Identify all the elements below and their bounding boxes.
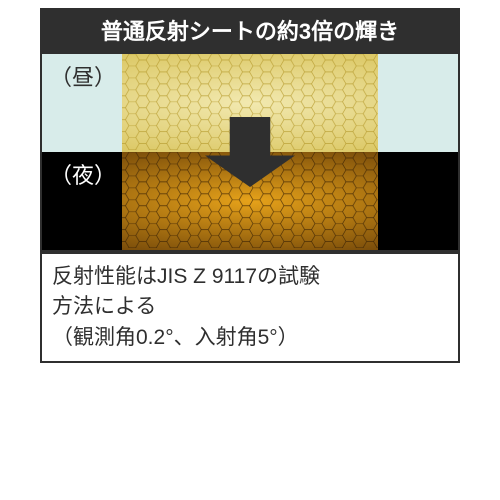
sample-day: （昼） xyxy=(42,54,458,152)
sample-day-center xyxy=(122,54,378,152)
sample-night-hex-icon xyxy=(122,152,378,248)
footer-line-1: 反射性能はJIS Z 9117の試験 xyxy=(52,262,448,292)
header-banner: 普通反射シートの約3倍の輝き xyxy=(40,8,460,52)
sample-night: （夜） xyxy=(42,152,458,250)
sample-day-hex-icon xyxy=(122,54,378,150)
sample-day-edge-right xyxy=(378,54,458,152)
sample-night-edge-right xyxy=(378,152,458,250)
sample-container: （昼） （夜） xyxy=(40,52,460,252)
footer-line-3: （観測角0.2°、入射角5°） xyxy=(52,323,448,353)
footer-line-2: 方法による xyxy=(52,292,448,322)
footer-box: 反射性能はJIS Z 9117の試験 方法による （観測角0.2°、入射角5°） xyxy=(40,252,460,363)
sample-night-center xyxy=(122,152,378,250)
sample-day-label: （昼） xyxy=(50,60,116,92)
sample-night-label: （夜） xyxy=(50,158,116,190)
